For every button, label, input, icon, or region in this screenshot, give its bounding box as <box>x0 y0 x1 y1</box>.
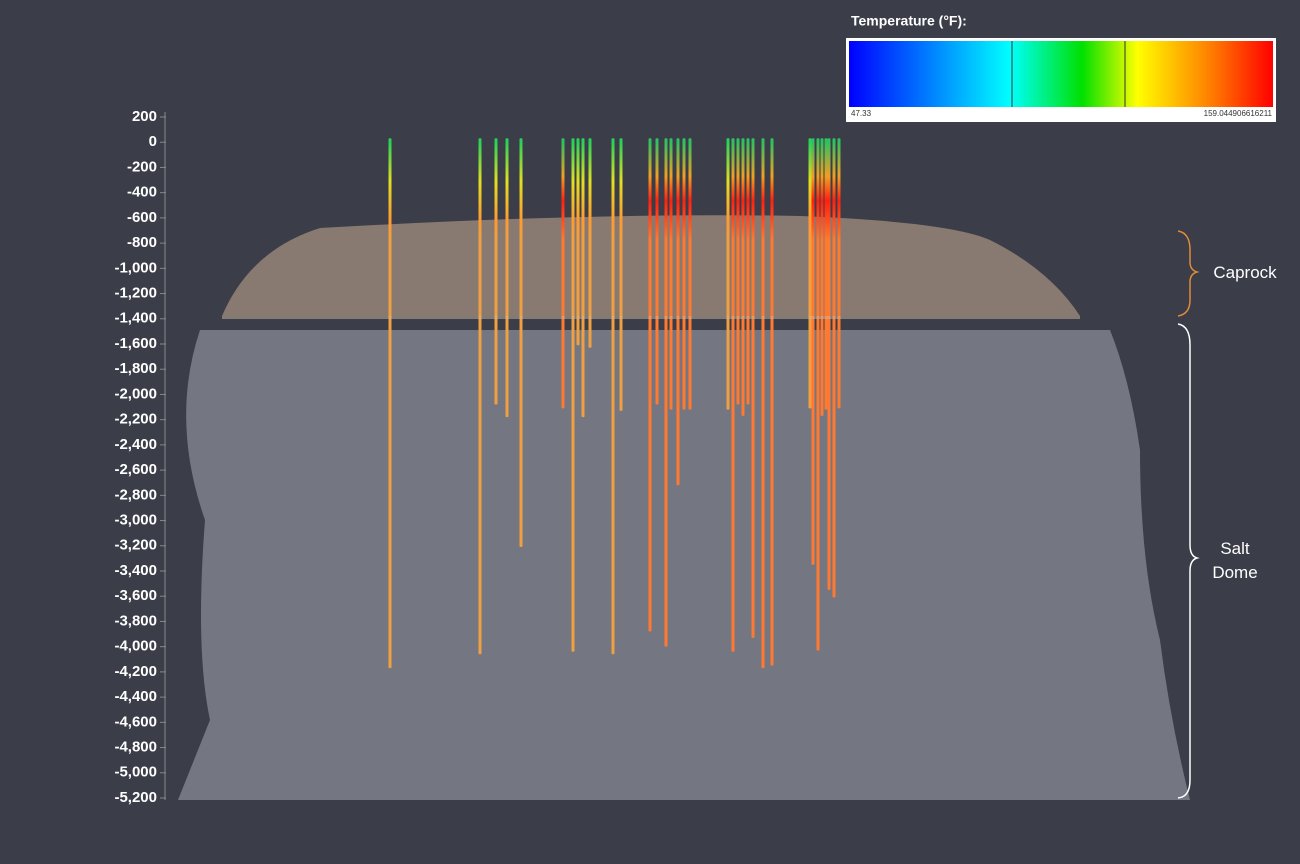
well <box>726 138 730 410</box>
y-tick-label: -4,000 <box>114 638 157 655</box>
colorbar-min: 47.33 <box>851 109 872 118</box>
colorbar-max: 159.044906616211 <box>1204 109 1273 118</box>
well <box>619 138 623 411</box>
well <box>837 138 841 409</box>
well <box>664 138 668 647</box>
colorbar-title: Temperature (°F): <box>851 13 967 29</box>
well <box>816 138 820 651</box>
well <box>676 138 680 486</box>
well <box>648 138 652 632</box>
well <box>561 138 565 409</box>
y-tick-label: 0 <box>149 133 157 150</box>
y-tick-label: -1,600 <box>114 335 157 352</box>
well <box>824 138 828 410</box>
salt-dome <box>178 330 1190 800</box>
well <box>388 138 392 669</box>
well <box>808 138 812 409</box>
y-tick-label: -2,000 <box>114 385 157 402</box>
well <box>571 138 575 652</box>
y-tick-label: -800 <box>127 234 157 251</box>
y-tick-label: -5,000 <box>114 764 157 781</box>
y-tick-label: -600 <box>127 209 157 226</box>
well <box>736 138 740 405</box>
y-tick-label: -3,000 <box>114 512 157 529</box>
y-tick-label: -4,800 <box>114 739 157 756</box>
y-tick-label: -1,000 <box>114 259 157 276</box>
well <box>588 138 592 348</box>
well <box>688 138 692 410</box>
caprock-brace <box>1177 230 1200 317</box>
y-tick-label: -2,200 <box>114 411 157 428</box>
well <box>751 138 755 638</box>
y-tick-label: 200 <box>132 108 157 125</box>
well <box>832 138 836 598</box>
y-tick-label: -4,400 <box>114 688 157 705</box>
well <box>655 138 659 405</box>
well <box>669 138 673 410</box>
well <box>741 138 745 416</box>
wells <box>388 138 841 669</box>
well <box>731 138 735 652</box>
annotation: Salt Dome <box>1212 539 1258 582</box>
y-tick-label: -2,800 <box>114 486 157 503</box>
y-tick-label: -3,800 <box>114 612 157 629</box>
well <box>478 138 482 655</box>
y-tick-label: -4,600 <box>114 713 157 730</box>
y-tick-label: -3,200 <box>114 537 157 554</box>
well <box>682 138 686 410</box>
y-tick-label: -2,400 <box>114 436 157 453</box>
salt-dome-brace <box>1177 323 1200 799</box>
well <box>519 138 523 548</box>
well <box>505 138 509 418</box>
well <box>811 138 815 565</box>
annotation: Caprock <box>1213 263 1277 282</box>
y-tick-label: -1,400 <box>114 310 157 327</box>
y-tick-label: -4,200 <box>114 663 157 680</box>
well <box>746 138 750 405</box>
y-tick-label: -200 <box>127 158 157 175</box>
colorbar <box>849 41 1273 107</box>
well <box>494 138 498 405</box>
well <box>761 138 765 669</box>
y-tick-label: -400 <box>127 184 157 201</box>
y-tick-label: -5,200 <box>114 789 157 806</box>
well <box>581 138 585 418</box>
well <box>827 138 831 590</box>
y-tick-label: -2,600 <box>114 461 157 478</box>
well <box>576 138 580 346</box>
y-tick-label: -3,600 <box>114 587 157 604</box>
y-tick-label: -1,200 <box>114 285 157 302</box>
well <box>770 138 774 666</box>
y-tick-label: -1,800 <box>114 360 157 377</box>
well <box>820 138 824 416</box>
well <box>611 138 615 655</box>
y-tick-label: -3,400 <box>114 562 157 579</box>
axis-labels: 200 0 -200 -400 -600 -800 -1,000 -1,200 -1,400 -1… <box>114 108 166 806</box>
caprock-base <box>222 316 1080 319</box>
